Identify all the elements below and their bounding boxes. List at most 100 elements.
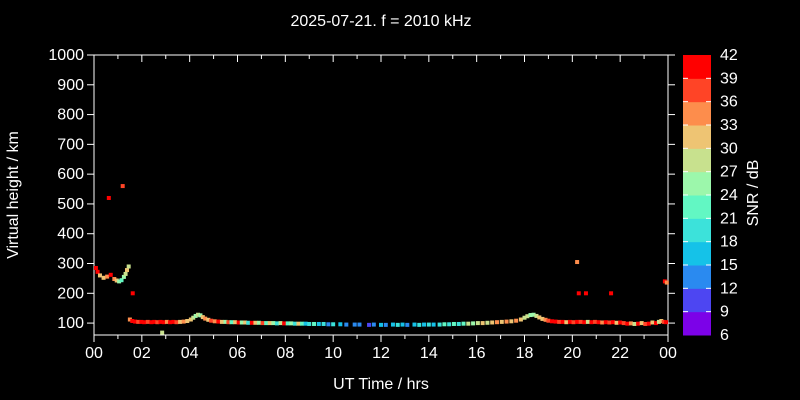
data-point bbox=[326, 322, 331, 327]
colorbar-segment bbox=[683, 265, 711, 289]
data-point bbox=[442, 322, 447, 327]
data-point bbox=[292, 321, 297, 326]
data-point bbox=[226, 320, 231, 325]
data-point bbox=[593, 319, 598, 324]
y-tick-label: 400 bbox=[57, 226, 84, 243]
data-point bbox=[303, 321, 308, 326]
data-point bbox=[130, 291, 135, 296]
data-point bbox=[188, 317, 193, 322]
x-tick-label: 18 bbox=[516, 345, 534, 362]
data-point bbox=[191, 315, 196, 320]
data-point bbox=[123, 271, 128, 276]
colorbar-segment bbox=[683, 78, 711, 103]
x-tick-label: 20 bbox=[563, 345, 581, 362]
data-point bbox=[589, 320, 594, 325]
colorbar-segment bbox=[683, 195, 711, 219]
data-point bbox=[560, 319, 565, 324]
y-tick-label: 800 bbox=[57, 107, 84, 124]
data-point bbox=[200, 315, 205, 320]
data-point bbox=[133, 319, 138, 324]
data-point bbox=[264, 321, 269, 326]
colorbar-tick-label: 21 bbox=[720, 210, 738, 227]
data-point bbox=[600, 320, 605, 325]
data-point bbox=[127, 317, 132, 322]
data-point bbox=[95, 269, 100, 274]
data-point bbox=[531, 312, 536, 317]
x-tick-label: 10 bbox=[324, 345, 342, 362]
data-point bbox=[331, 322, 336, 327]
data-point bbox=[97, 273, 102, 278]
y-tick-label: 100 bbox=[57, 315, 84, 332]
x-tick-label: 12 bbox=[372, 345, 390, 362]
x-tick-label: 08 bbox=[276, 345, 294, 362]
data-point bbox=[451, 321, 456, 326]
colorbar-tick-label: 30 bbox=[720, 140, 738, 157]
data-point bbox=[121, 274, 126, 279]
data-point bbox=[93, 265, 98, 270]
data-point bbox=[575, 260, 580, 265]
data-point bbox=[656, 319, 661, 324]
data-point bbox=[120, 184, 125, 189]
colorbar-tick-label: 9 bbox=[720, 304, 729, 321]
data-point bbox=[193, 313, 198, 318]
data-point bbox=[178, 319, 183, 324]
data-point bbox=[632, 321, 637, 326]
data-point bbox=[155, 320, 160, 325]
data-point bbox=[106, 195, 111, 200]
data-point bbox=[321, 321, 326, 326]
data-point bbox=[537, 315, 542, 320]
colorbar-segment bbox=[683, 55, 711, 79]
data-point bbox=[639, 321, 644, 326]
data-point bbox=[614, 320, 619, 325]
data-point bbox=[212, 319, 217, 324]
data-point bbox=[576, 291, 581, 296]
data-point bbox=[246, 320, 251, 325]
colorbar-segment bbox=[683, 101, 711, 126]
data-point bbox=[196, 312, 201, 317]
data-point bbox=[509, 319, 514, 324]
data-point bbox=[664, 280, 669, 285]
y-tick-label: 600 bbox=[57, 166, 84, 183]
data-point bbox=[185, 319, 190, 323]
data-point bbox=[108, 272, 113, 277]
data-point bbox=[338, 322, 343, 327]
data-point bbox=[171, 319, 176, 324]
chart-title: 2025-07-21. f = 2010 kHz bbox=[290, 13, 471, 30]
x-tick-label: 22 bbox=[611, 345, 629, 362]
data-point bbox=[431, 322, 436, 327]
data-points-layer bbox=[93, 184, 669, 335]
colorbar-segment bbox=[683, 241, 711, 266]
data-point bbox=[661, 319, 666, 324]
colorbar-tick-label: 42 bbox=[720, 47, 738, 64]
colorbar-tick-label: 15 bbox=[720, 257, 738, 274]
data-point bbox=[149, 320, 154, 325]
x-axis-label: UT Time / hrs bbox=[333, 376, 429, 393]
data-point bbox=[158, 319, 163, 324]
colorbar-tick-label: 36 bbox=[720, 94, 738, 111]
colorbar-label: SNR / dB bbox=[745, 160, 762, 227]
data-point bbox=[543, 317, 548, 322]
data-point bbox=[233, 320, 238, 325]
x-tick-label: 02 bbox=[133, 345, 151, 362]
data-point bbox=[550, 319, 555, 324]
data-point bbox=[367, 322, 372, 327]
data-point bbox=[168, 320, 173, 325]
data-point bbox=[260, 321, 265, 326]
data-point bbox=[126, 264, 131, 269]
data-point bbox=[575, 319, 580, 324]
data-point bbox=[371, 322, 376, 327]
data-point bbox=[546, 318, 551, 323]
data-point bbox=[282, 321, 287, 326]
data-point bbox=[119, 278, 124, 283]
x-tick-label: 16 bbox=[468, 345, 486, 362]
data-point bbox=[296, 321, 301, 326]
data-point bbox=[253, 320, 258, 325]
y-tick-label: 1000 bbox=[48, 47, 84, 64]
y-axis-label: Virtual height / km bbox=[5, 131, 22, 259]
data-point bbox=[161, 320, 166, 325]
data-point bbox=[114, 278, 119, 283]
data-point bbox=[625, 321, 630, 326]
data-point bbox=[578, 319, 583, 324]
